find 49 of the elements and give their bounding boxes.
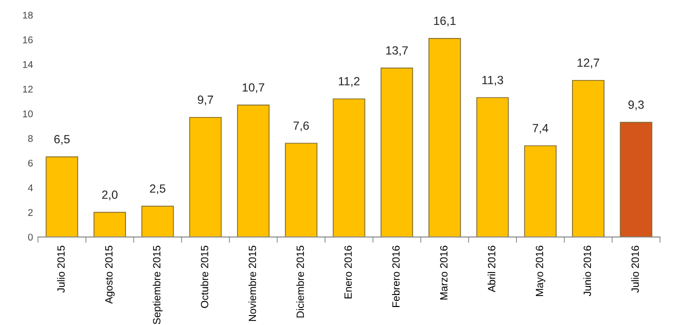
x-tick-label: Julio 2016 [631,246,639,293]
x-tick-label: Octubre 2015 [200,246,208,308]
bar [189,116,222,237]
data-label: 9,3 [628,100,644,110]
bar [94,212,126,237]
y-tick-label: 10 [23,110,33,118]
y-tick-label: 8 [28,135,33,142]
data-label: 11,2 [338,77,360,87]
x-tick-label: Mayo 2016 [536,246,546,296]
data-label: 7,4 [532,124,548,134]
x-tick-label: Julio 2015 [57,246,65,293]
bar [620,122,652,237]
data-label: 12,7 [578,58,600,68]
y-tick-label: 2 [28,209,33,216]
bar [428,38,461,237]
y-tick-label: 0 [28,234,33,241]
bar [572,80,604,237]
data-label: 2,0 [102,190,118,200]
data-label: 11,3 [482,76,504,86]
data-label: 9,7 [198,96,214,106]
y-tick-label: 12 [23,86,33,93]
data-label: 6,5 [54,135,70,145]
y-tick-label: 6 [28,160,33,167]
data-label: 10,7 [242,83,264,93]
x-tick-label: Noviembre 2015 [248,246,256,321]
bar [332,98,366,237]
bar [284,142,318,237]
data-label: 16,1 [434,16,456,26]
bar [380,68,414,237]
bar [524,145,557,237]
x-tick-label: Febrero 2016 [392,246,400,308]
x-tick-label: Septiembre 2015 [152,246,162,324]
x-tick-label: Abril 2016 [488,246,496,292]
bar [476,97,509,237]
y-tick-label: 18 [23,12,33,19]
bar [141,206,174,237]
data-label: 7,6 [294,121,309,132]
x-tick-label: Diciembre 2015 [296,246,304,318]
data-label: 2,5 [150,184,166,194]
x-tick-label: Agosto 2015 [105,246,115,304]
bar [46,156,78,237]
x-tick-label: Enero 2016 [344,246,352,298]
x-tick-label: Junio 2016 [583,246,592,296]
y-tick-label: 4 [28,184,33,192]
y-tick-label: 16 [23,36,33,44]
data-label: 13,7 [386,46,408,56]
x-tick-label: Marzo 2016 [440,246,448,300]
y-tick-label: 14 [23,61,33,68]
bar [237,104,270,237]
